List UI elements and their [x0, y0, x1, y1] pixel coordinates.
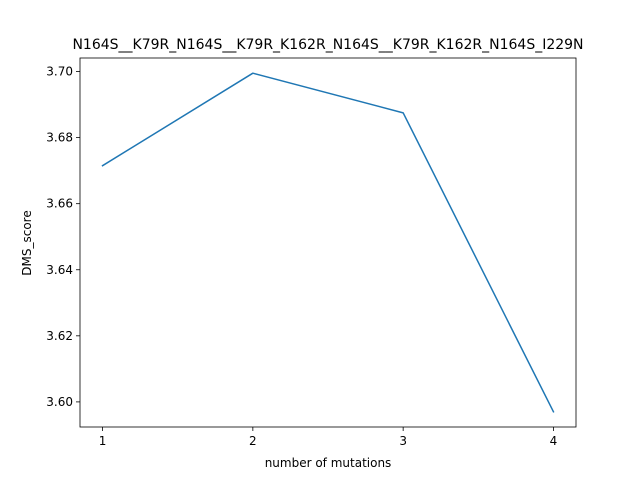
x-tick-label: 2 [249, 434, 257, 448]
y-tick-label: 3.70 [46, 65, 73, 79]
series-line-0 [101, 72, 555, 413]
x-axis-label: number of mutations [265, 456, 392, 470]
x-tick-label: 1 [99, 434, 107, 448]
x-tick-label: 4 [550, 434, 558, 448]
plot-area: 1 2 3 4 3.60 3.62 3.64 3.66 3.68 3.70 [46, 57, 577, 448]
y-tick-label: 3.66 [46, 197, 73, 211]
y-tick-label: 3.68 [46, 131, 73, 145]
plot-frame [79, 57, 577, 428]
y-tick-label: 3.60 [46, 395, 73, 409]
y-tick-label: 3.62 [46, 329, 73, 343]
x-tick-label: 3 [399, 434, 407, 448]
y-tick-label: 3.64 [46, 263, 73, 277]
y-axis-label: DMS_score [20, 210, 34, 275]
chart-title: N164S__K79R_N164S__K79R_K162R_N164S__K79… [72, 37, 583, 53]
